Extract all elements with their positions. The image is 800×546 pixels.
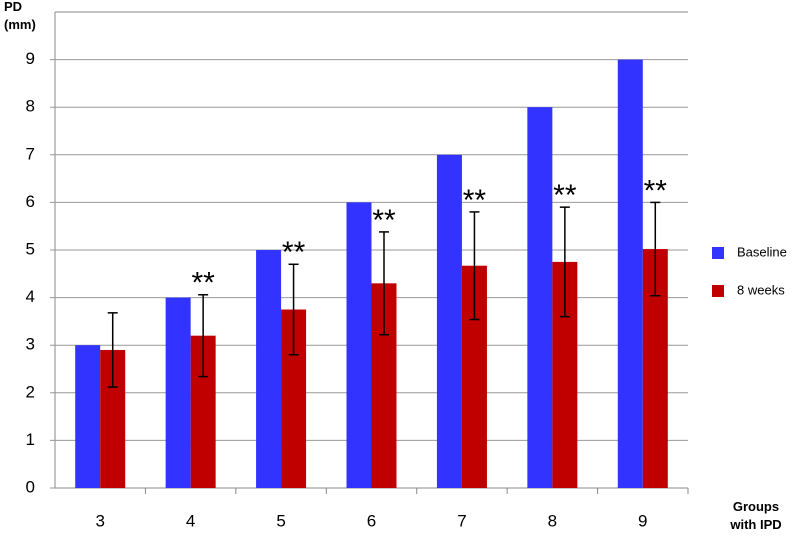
y-tick-label: 7 — [26, 144, 35, 163]
y-tick-label: 8 — [26, 97, 35, 116]
x-axis-label: Groups with IPD — [729, 499, 781, 532]
y-tick-label: 5 — [26, 239, 35, 258]
x-tick-label: 6 — [367, 511, 376, 530]
bar — [256, 250, 282, 488]
y-tick-label: 3 — [26, 335, 35, 354]
x-tick-label: 3 — [95, 511, 104, 530]
annotation: ** — [282, 236, 306, 269]
y-axis-label: PD (mm) — [4, 0, 36, 32]
x-tick-label: 7 — [457, 511, 466, 530]
x-tick-label: 4 — [186, 511, 195, 530]
x-tick-label: 5 — [276, 511, 285, 530]
y-tick-label: 2 — [26, 382, 35, 401]
legend-swatch — [712, 247, 724, 259]
bar — [527, 107, 553, 488]
bar — [436, 154, 462, 489]
y-tick-label: 6 — [26, 192, 35, 211]
legend-label: 8 weeks — [737, 282, 785, 297]
error-bar — [107, 312, 118, 388]
bar — [346, 202, 372, 488]
y-tick-label: 1 — [26, 430, 35, 449]
x-tick-label: 9 — [638, 511, 647, 530]
annotation: ** — [372, 204, 396, 237]
bar — [617, 59, 643, 488]
bar — [75, 345, 101, 488]
annotation: ** — [553, 179, 577, 212]
y-tick-label: 0 — [26, 477, 35, 496]
error-bar — [469, 211, 480, 321]
annotation: ** — [463, 184, 487, 217]
annotation: ** — [191, 267, 215, 300]
legend-label: Baseline — [737, 244, 787, 259]
error-bar — [650, 201, 661, 297]
error-bar — [559, 206, 570, 318]
y-tick-label: 4 — [26, 287, 35, 306]
y-tick-label: 9 — [26, 49, 35, 68]
error-bar — [198, 293, 209, 378]
x-tick-label: 8 — [548, 511, 557, 530]
bar — [165, 297, 191, 488]
error-bar — [288, 263, 299, 356]
error-bar — [379, 231, 389, 336]
annotation: ** — [644, 174, 668, 207]
legend-swatch — [712, 285, 724, 297]
